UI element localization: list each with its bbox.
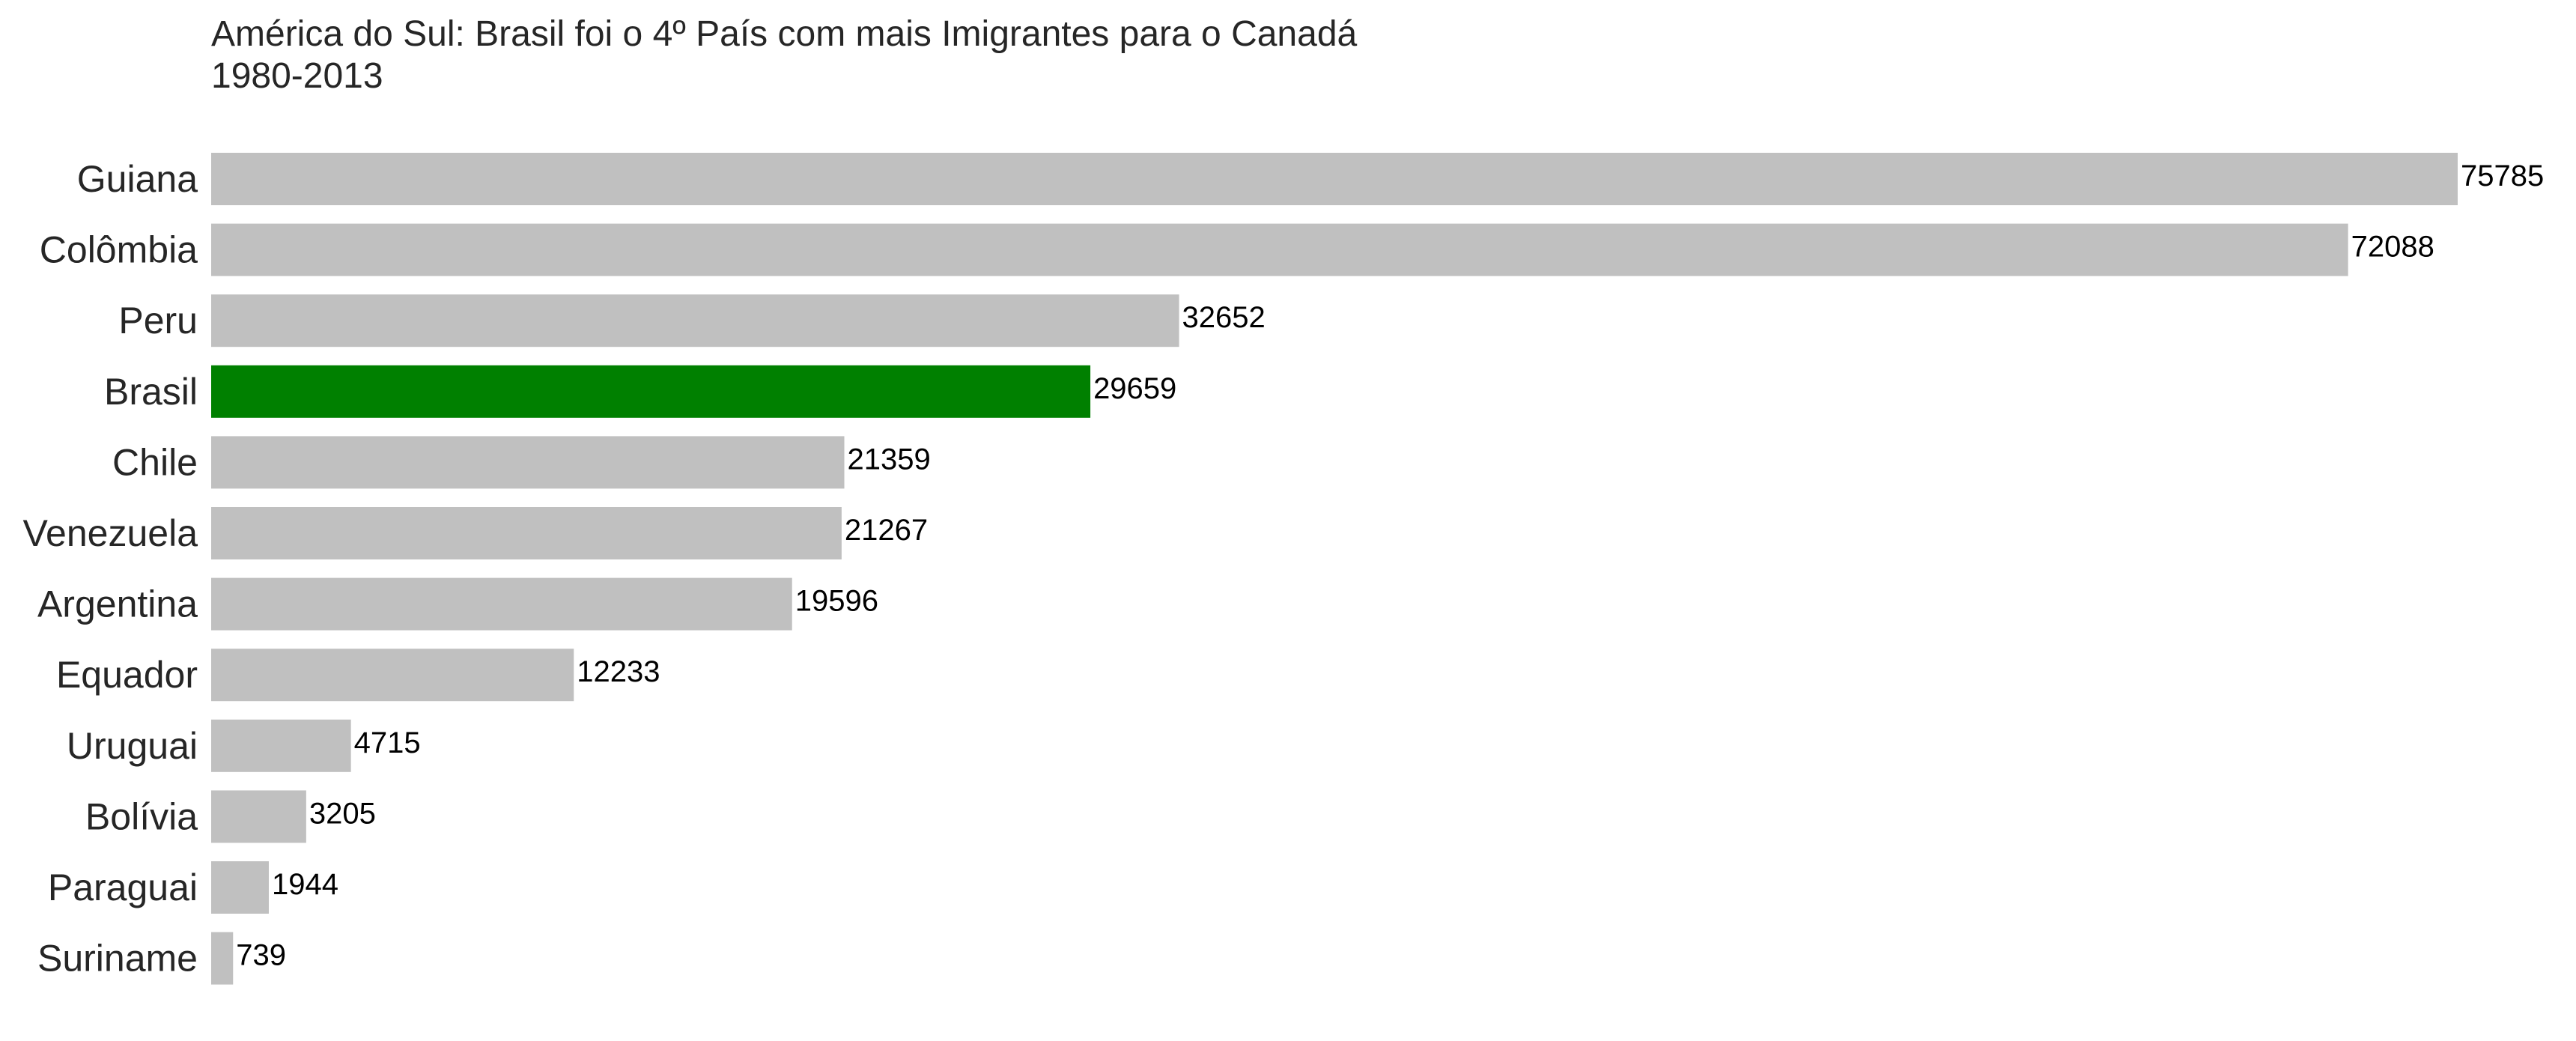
bar-equador bbox=[211, 649, 574, 702]
tick-label-chile: Chile bbox=[112, 441, 198, 483]
chart-title-line-2: 1980-2013 bbox=[211, 56, 383, 96]
data-label-uruguai: 4715 bbox=[354, 726, 421, 759]
data-label-venezuela: 21267 bbox=[845, 514, 928, 547]
tick-label-peru: Peru bbox=[118, 300, 198, 342]
tick-label-argentina: Argentina bbox=[37, 583, 198, 625]
data-label-chile: 21359 bbox=[848, 443, 931, 476]
bar-guiana bbox=[211, 153, 2458, 205]
bar-uruguai bbox=[211, 719, 351, 772]
data-label-peru: 32652 bbox=[1182, 301, 1266, 334]
data-label-paraguai: 1944 bbox=[272, 868, 338, 901]
bar-chile bbox=[211, 436, 845, 489]
tick-label-guiana: Guiana bbox=[77, 158, 198, 200]
bar-bolivia bbox=[211, 790, 306, 843]
tick-label-paraguai: Paraguai bbox=[48, 867, 198, 908]
tick-label-bolivia: Bolívia bbox=[85, 795, 198, 837]
chart-title-line-1: América do Sul: Brasil foi o 4º País com… bbox=[211, 14, 1358, 54]
bar-brasil bbox=[211, 365, 1091, 418]
bar-colombia bbox=[211, 223, 2348, 276]
bar-venezuela bbox=[211, 507, 842, 559]
data-label-guiana: 75785 bbox=[2461, 160, 2544, 192]
data-label-equador: 12233 bbox=[577, 655, 660, 688]
tick-label-uruguai: Uruguai bbox=[67, 725, 198, 767]
data-label-brasil: 29659 bbox=[1093, 372, 1176, 405]
data-label-suriname: 739 bbox=[236, 939, 286, 972]
data-label-argentina: 19596 bbox=[795, 585, 878, 618]
tick-label-suriname: Suriname bbox=[37, 938, 198, 980]
data-label-bolivia: 3205 bbox=[309, 797, 376, 830]
bar-suriname bbox=[211, 932, 234, 985]
tick-label-venezuela: Venezuela bbox=[22, 512, 198, 554]
tick-label-brasil: Brasil bbox=[104, 371, 198, 413]
tick-label-equador: Equador bbox=[56, 654, 198, 696]
bar-argentina bbox=[211, 577, 792, 631]
tick-label-colombia: Colômbia bbox=[40, 229, 198, 271]
bar-paraguai bbox=[211, 861, 269, 914]
bar-peru bbox=[211, 294, 1179, 347]
chart-title: América do Sul: Brasil foi o 4º País com… bbox=[211, 13, 1357, 97]
data-label-colombia: 72088 bbox=[2351, 231, 2434, 264]
